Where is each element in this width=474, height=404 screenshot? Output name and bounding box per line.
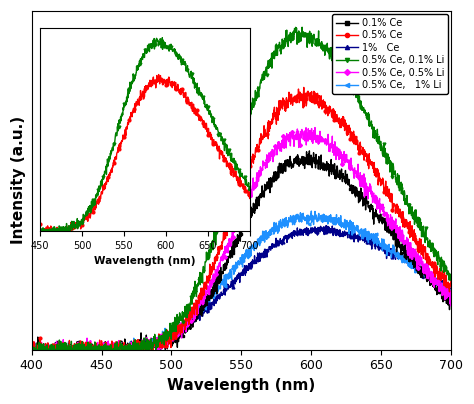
X-axis label: Wavelength (nm): Wavelength (nm) — [167, 378, 315, 393]
Y-axis label: Intensity (a.u.): Intensity (a.u.) — [11, 116, 26, 244]
Legend: 0.1% Ce, 0.5% Ce, 1%   Ce, 0.5% Ce, 0.1% Li, 0.5% Ce, 0.5% Li, 0.5% Ce,   1% Li: 0.1% Ce, 0.5% Ce, 1% Ce, 0.5% Ce, 0.1% L… — [332, 14, 448, 94]
